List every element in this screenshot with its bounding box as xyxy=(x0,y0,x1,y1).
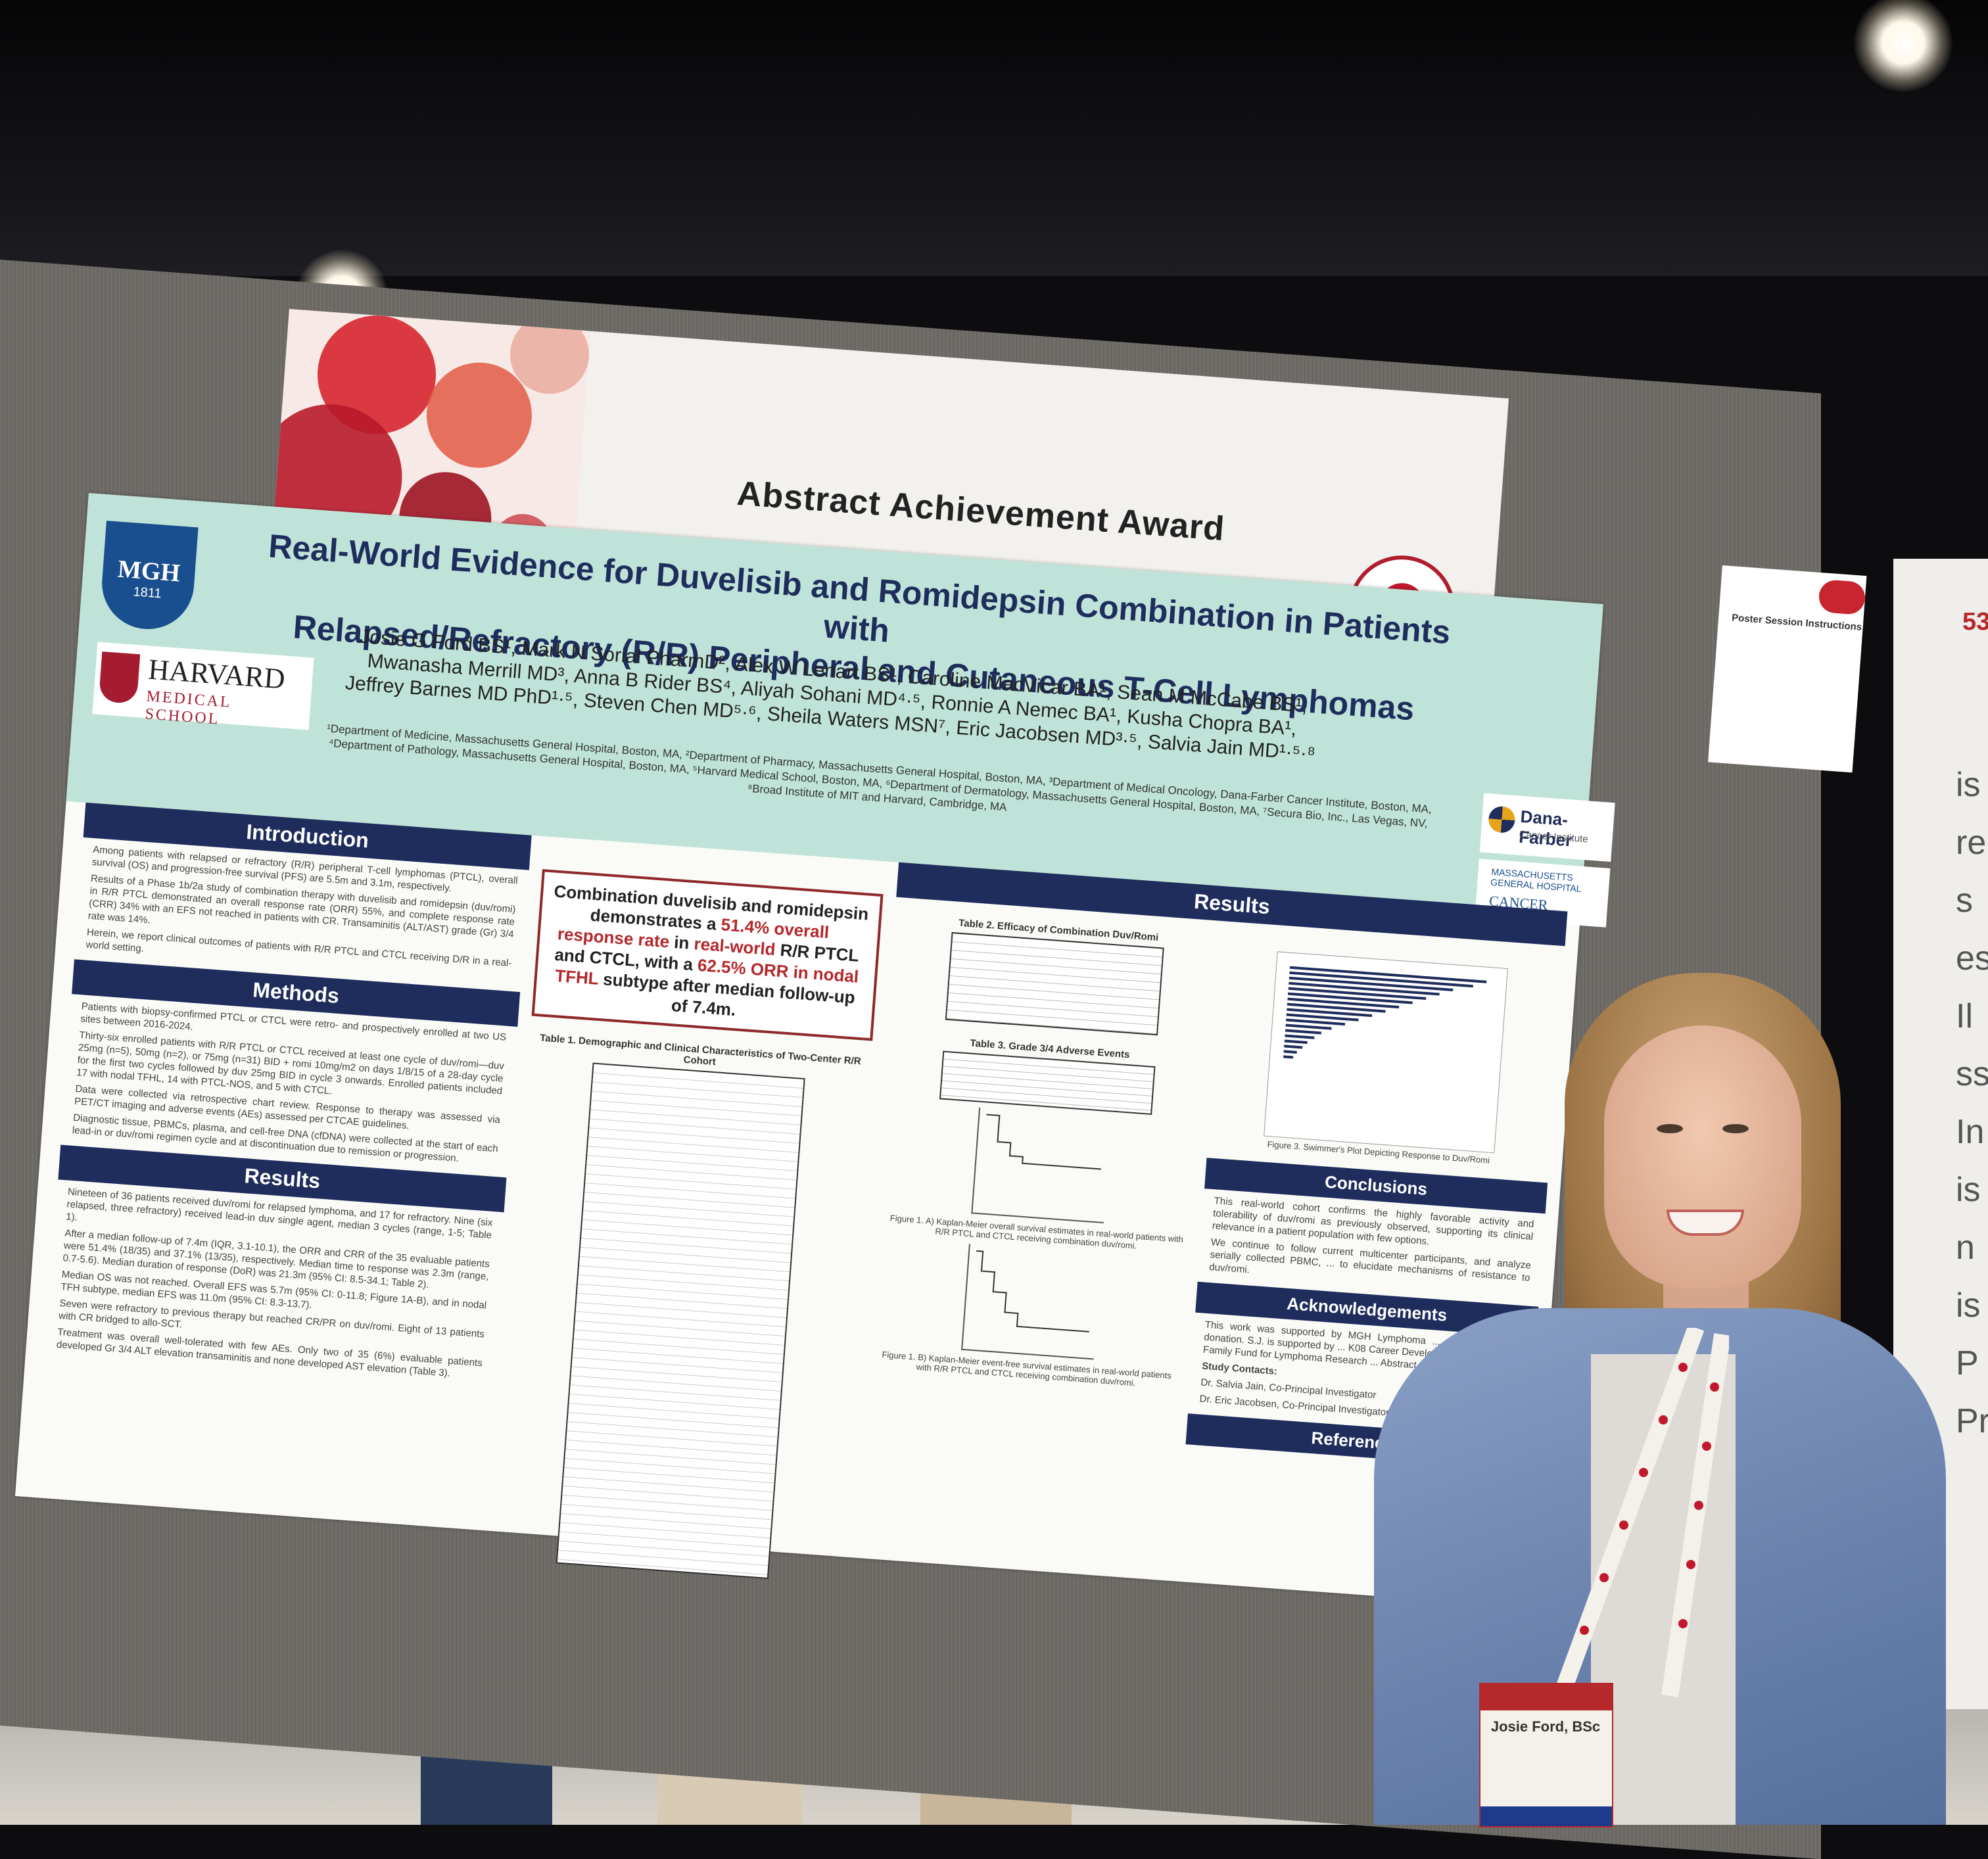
badge-ribbon xyxy=(1480,1806,1612,1826)
poster-left-column: Introduction Among patients with relapse… xyxy=(45,802,532,1392)
dana-farber-logo: Dana-Farber Cancer Institute xyxy=(1479,793,1615,862)
poster-middle-column: Combination duvelisib and romidepsin dem… xyxy=(491,869,884,1588)
callout-text: in xyxy=(669,931,695,954)
adjacent-poster-text: is re s es Il ss In is n is P Pr xyxy=(1956,766,1988,1440)
eye xyxy=(1722,1124,1749,1133)
table3 xyxy=(939,1050,1156,1115)
poster-right-column: Results Table 2. Efficacy of Combination… xyxy=(858,862,1568,1470)
results-right-right: Figure 3. Swimmer's Plot Depicting Respo… xyxy=(1185,921,1565,1470)
instruction-sheet-graphic xyxy=(1818,578,1866,615)
ceiling-light xyxy=(1854,0,1952,92)
smile xyxy=(1667,1210,1744,1236)
table2 xyxy=(945,931,1164,1036)
badge-header-strip xyxy=(1480,1684,1612,1710)
mgh-cc-top: MASSACHUSETTS GENERAL HOSPITAL xyxy=(1490,866,1582,894)
instruction-sheet-title: Poster Session Instructions xyxy=(1731,612,1862,633)
table1 xyxy=(556,1062,805,1580)
scientific-poster: Real-World Evidence for Duvelisib and Ro… xyxy=(14,493,1615,1608)
dana-farber-icon xyxy=(1487,805,1516,834)
key-finding-callout: Combination duvelisib and romidepsin dem… xyxy=(531,869,884,1041)
swimmer-plot xyxy=(1264,951,1508,1154)
km-curve xyxy=(986,1114,1101,1170)
eye xyxy=(1657,1124,1683,1133)
results-right-left: Table 2. Efficacy of Combination Duv/Rom… xyxy=(858,897,1224,1444)
swimmer-bars xyxy=(1283,966,1487,1059)
km-overall-survival-plot xyxy=(971,1107,1112,1224)
harvard-shield-icon xyxy=(98,651,141,705)
results-body: Nineteen of 36 patients received duv/rom… xyxy=(45,1179,504,1392)
award-title: Abstract Achievement Award xyxy=(736,474,1227,549)
fig1b-caption: Figure 1. B) Kaplan-Meier event-free sur… xyxy=(881,1349,1172,1388)
instruction-sheet: Poster Session Instructions xyxy=(1708,565,1867,773)
person-face xyxy=(1604,1025,1801,1288)
adjacent-board-number: 53 xyxy=(1962,608,1988,636)
km-curve xyxy=(976,1250,1089,1332)
results-right-content: Table 2. Efficacy of Combination Duv/Rom… xyxy=(858,897,1565,1470)
badge-name: Josie Ford, BSc xyxy=(1490,1718,1601,1735)
km-event-free-survival-plot xyxy=(961,1244,1102,1360)
name-badge: Josie Ford, BSc xyxy=(1479,1683,1613,1827)
lanyard xyxy=(1543,1328,1729,1726)
ceiling xyxy=(0,0,1988,276)
mgh-logo-text: MGH xyxy=(116,555,181,588)
